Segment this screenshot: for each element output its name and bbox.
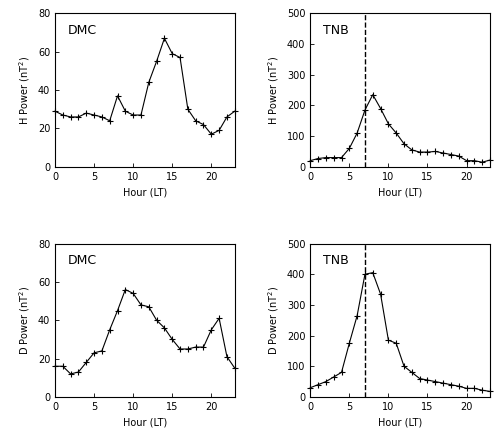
Y-axis label: D Power (nT$^2$): D Power (nT$^2$)	[266, 285, 281, 355]
X-axis label: Hour (LT): Hour (LT)	[378, 417, 422, 427]
X-axis label: Hour (LT): Hour (LT)	[123, 187, 167, 197]
Y-axis label: H Power (nT$^2$): H Power (nT$^2$)	[18, 56, 32, 124]
X-axis label: Hour (LT): Hour (LT)	[378, 187, 422, 197]
Text: DMC: DMC	[68, 254, 96, 267]
Text: TNB: TNB	[323, 24, 348, 37]
X-axis label: Hour (LT): Hour (LT)	[123, 417, 167, 427]
Text: TNB: TNB	[323, 254, 348, 267]
Text: DMC: DMC	[68, 24, 96, 37]
Y-axis label: D Power (nT$^2$): D Power (nT$^2$)	[18, 285, 32, 355]
Y-axis label: H Power (nT$^2$): H Power (nT$^2$)	[266, 56, 281, 124]
